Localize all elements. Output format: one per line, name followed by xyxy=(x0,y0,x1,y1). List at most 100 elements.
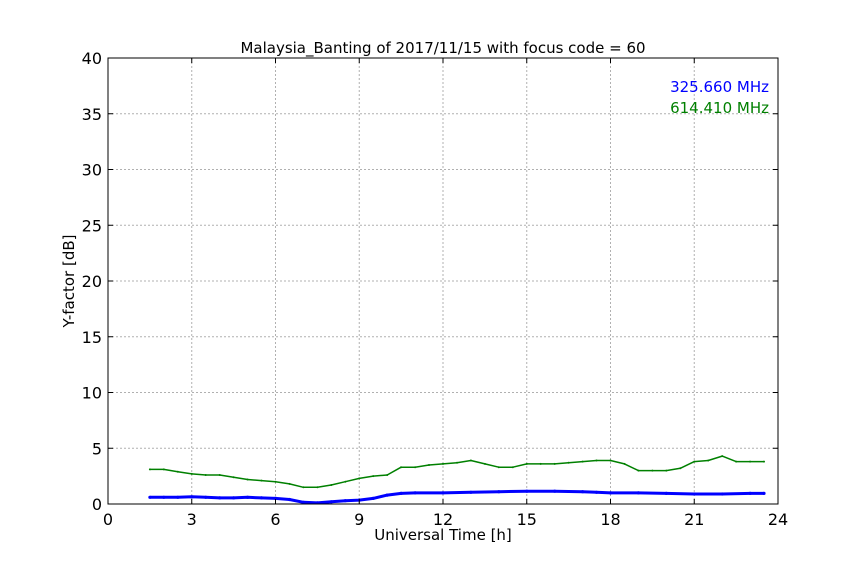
series-2-point xyxy=(637,469,640,472)
plot-series xyxy=(148,455,766,505)
series-1-point xyxy=(608,491,613,495)
series-1-point xyxy=(232,496,236,500)
series-1-point xyxy=(287,497,292,502)
series-2-point xyxy=(609,459,612,462)
series-1-point xyxy=(371,496,375,500)
series-2-point xyxy=(372,475,375,478)
x-tick-label: 9 xyxy=(354,510,364,529)
series-2-point xyxy=(148,468,151,471)
x-tick-label: 18 xyxy=(600,510,620,529)
series-2-point xyxy=(442,462,444,465)
x-tick-label: 0 xyxy=(103,510,113,529)
series-2-point xyxy=(344,480,347,483)
series-1-point xyxy=(581,490,585,494)
x-tick-label: 15 xyxy=(517,510,537,529)
series-1-point xyxy=(329,500,333,504)
legend-series-1-label: 325.660 MHz xyxy=(670,78,769,96)
series-2-point xyxy=(190,472,193,475)
series-1-point xyxy=(176,495,180,499)
x-tick-label: 6 xyxy=(270,510,280,529)
legend-series-2-label: 614.410 MHz xyxy=(670,99,769,117)
series-2-point xyxy=(162,468,165,471)
series-2-point xyxy=(693,460,696,463)
series-2-point xyxy=(469,459,472,462)
series-2-point xyxy=(176,470,179,473)
series-2-point xyxy=(511,466,514,469)
y-tick-label: 35 xyxy=(82,105,102,124)
series-1-point xyxy=(273,496,278,500)
series-1-point xyxy=(385,493,389,497)
series-2-point xyxy=(749,460,752,463)
series-1-point xyxy=(413,491,417,495)
series-2-point xyxy=(721,455,724,458)
series-2-point xyxy=(274,480,277,483)
series-2-point xyxy=(665,469,668,472)
y-tick-label: 25 xyxy=(82,216,102,235)
series-2-point xyxy=(539,462,542,465)
y-axis-label: Y-factor [dB] xyxy=(60,234,78,328)
x-tick-label: 12 xyxy=(433,510,453,529)
series-2-point xyxy=(581,460,584,463)
series-1-point xyxy=(720,492,724,496)
series-line-1 xyxy=(149,489,764,505)
series-1-point xyxy=(553,489,557,493)
series-1-point xyxy=(748,491,752,495)
series-1-point xyxy=(636,491,641,495)
series-2-point xyxy=(232,476,235,479)
series-1-point xyxy=(469,490,473,494)
series-2-point xyxy=(595,459,598,462)
series-2-point xyxy=(735,460,738,463)
series-1-point xyxy=(692,492,696,496)
series-1-point xyxy=(664,491,668,495)
series-2-point xyxy=(763,460,765,463)
x-tick-label: 24 xyxy=(768,510,788,529)
series-1-point xyxy=(525,489,529,493)
axis-ticks: 0 3 6 9 12 15 18 21 24 0 5 10 15 20 25 30 35 40 xyxy=(82,49,789,529)
y-tick-label: 30 xyxy=(82,161,102,180)
y-tick-label: 10 xyxy=(82,384,102,403)
series-2-point xyxy=(567,461,570,464)
series-1-point xyxy=(301,500,305,504)
series-2-point xyxy=(428,464,430,466)
series-2-point xyxy=(302,486,305,489)
series-1-point xyxy=(218,496,222,500)
series-2-point xyxy=(400,466,403,469)
series-2-point xyxy=(483,462,486,465)
series-2-point xyxy=(358,477,361,480)
series-1-point xyxy=(259,496,264,500)
x-tick-label: 3 xyxy=(187,510,197,529)
series-1-point xyxy=(399,491,403,495)
series-1-point xyxy=(148,495,152,499)
series-2-point xyxy=(316,486,319,489)
y-tick-label: 20 xyxy=(82,272,102,291)
series-2-point xyxy=(497,466,500,469)
series-2-point xyxy=(456,461,458,464)
series-2-point xyxy=(260,479,263,482)
series-2-point xyxy=(414,466,417,469)
series-2-point xyxy=(651,469,654,472)
series-1-point xyxy=(441,491,445,495)
y-tick-label: 15 xyxy=(82,328,102,347)
series-1-point xyxy=(343,499,347,503)
series-2-point xyxy=(246,478,249,481)
series-2-point xyxy=(218,474,221,476)
series-2-point xyxy=(553,462,556,465)
y-tick-label: 40 xyxy=(82,49,102,68)
series-2-point xyxy=(525,462,528,465)
series-1-point xyxy=(497,490,501,494)
chart-title: Malaysia_Banting of 2017/11/15 with focu… xyxy=(240,39,645,58)
series-1-point xyxy=(762,491,766,495)
series-1-point xyxy=(246,495,250,499)
series-2-point xyxy=(330,484,333,486)
series-2-point xyxy=(288,482,291,485)
x-axis-label: Universal Time [h] xyxy=(374,526,512,544)
series-2-point xyxy=(204,474,207,476)
y-tick-label: 0 xyxy=(92,495,102,514)
series-1-point xyxy=(162,495,166,499)
series-2-point xyxy=(679,467,682,470)
series-1-point xyxy=(594,490,599,494)
series-2-point xyxy=(623,462,626,465)
x-tick-label: 21 xyxy=(684,510,704,529)
